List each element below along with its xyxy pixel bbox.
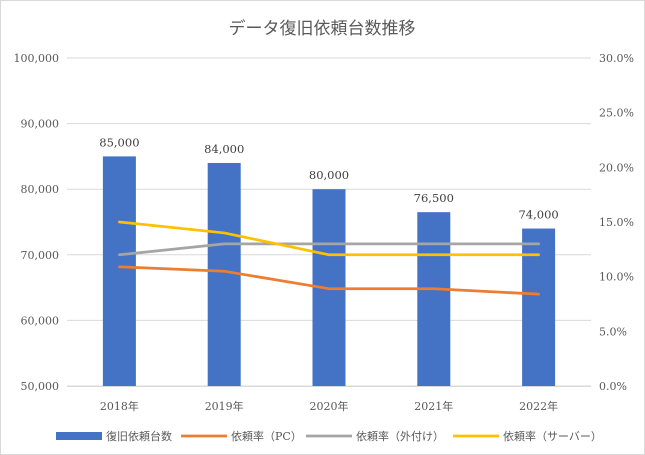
legend-label: 復旧依頼台数 (106, 429, 172, 443)
right-tick-label: 0.0% (599, 380, 627, 393)
bar-series (102, 156, 556, 386)
left-tick-label: 50,000 (21, 380, 60, 393)
bar (417, 212, 451, 386)
right-axis: 0.0% 5.0% 10.0% 15.0% 20.0% 25.0% 30.0% (599, 52, 634, 393)
category-label: 2018年 (100, 399, 139, 413)
right-tick-label: 5.0% (599, 325, 627, 338)
line-series (118, 220, 540, 296)
series-line (118, 242, 540, 257)
bar-data-label: 76,500 (414, 191, 454, 205)
left-tick-label: 100,000 (14, 52, 60, 65)
left-tick-label: 70,000 (21, 249, 60, 262)
category-label: 2019年 (205, 399, 244, 413)
right-tick-label: 25.0% (599, 107, 634, 120)
legend-label: 依頼率（外付け） (356, 429, 444, 443)
series-line (118, 265, 540, 296)
bar (207, 162, 241, 386)
bar-data-label: 84,000 (204, 142, 244, 156)
right-tick-label: 20.0% (599, 161, 634, 174)
bar (102, 156, 136, 386)
legend: 復旧依頼台数 依頼率（PC） 依頼率（外付け） 依頼率（サーバー） (56, 429, 602, 443)
bar-data-label: 85,000 (99, 135, 139, 149)
bar-data-label: 80,000 (309, 168, 349, 182)
left-tick-label: 80,000 (21, 183, 60, 196)
bar-data-label: 74,000 (518, 208, 558, 222)
legend-swatch (56, 432, 102, 440)
right-tick-label: 15.0% (599, 216, 634, 229)
series-line (118, 220, 540, 257)
right-tick-label: 10.0% (599, 271, 634, 284)
x-axis: 2018年 2019年 2020年 2021年 2022年 (67, 386, 591, 413)
bar-data-labels: 85,000 84,000 80,000 76,500 74,000 (99, 135, 558, 221)
legend-label: 依頼率（PC） (231, 429, 302, 443)
right-tick-label: 30.0% (599, 52, 634, 65)
left-tick-label: 60,000 (21, 314, 60, 327)
category-label: 2021年 (414, 399, 453, 413)
chart-title: データ復旧依頼台数推移 (229, 18, 416, 39)
left-axis: 50,000 60,000 70,000 80,000 90,000 100,000 (14, 52, 60, 393)
category-label: 2020年 (310, 399, 349, 413)
legend-label: 依頼率（サーバー） (503, 429, 602, 443)
left-tick-label: 90,000 (21, 118, 60, 131)
bar (522, 228, 556, 386)
category-label: 2022年 (519, 399, 558, 413)
